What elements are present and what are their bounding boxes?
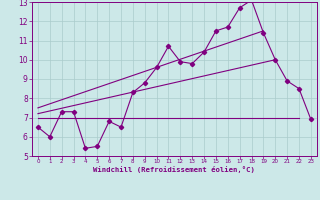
X-axis label: Windchill (Refroidissement éolien,°C): Windchill (Refroidissement éolien,°C) [93,166,255,173]
